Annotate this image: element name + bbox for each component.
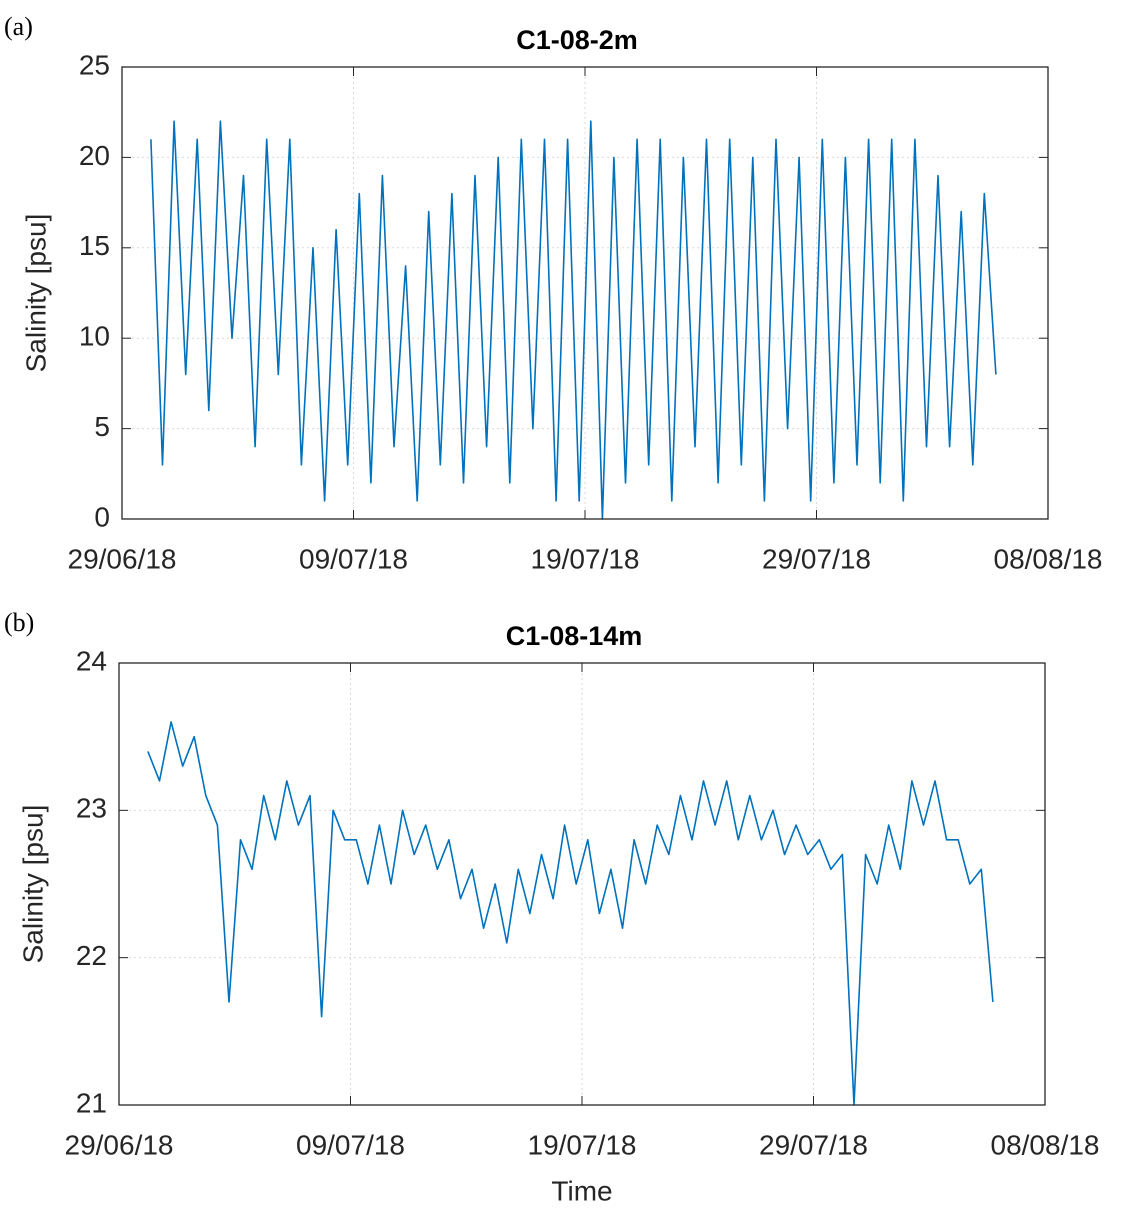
y-tick-label: 24 bbox=[76, 645, 107, 676]
x-tick-label: 19/07/18 bbox=[528, 1129, 637, 1160]
salinity-line bbox=[150, 120, 997, 520]
axes-box bbox=[121, 66, 1049, 520]
x-tick-label: 29/07/18 bbox=[759, 1129, 868, 1160]
y-tick-label: 5 bbox=[94, 411, 110, 442]
salinity-line bbox=[147, 721, 994, 1106]
axes-box bbox=[118, 662, 1046, 1106]
panel-label: (b) bbox=[4, 608, 34, 637]
y-axis-label: Salinity [psu] bbox=[17, 805, 48, 964]
chart-title: C1-08-2m bbox=[516, 25, 638, 55]
x-tick-label: 09/07/18 bbox=[296, 1129, 405, 1160]
y-tick-label: 20 bbox=[79, 140, 110, 171]
panel-label: (a) bbox=[4, 12, 33, 41]
x-tick-label: 29/07/18 bbox=[762, 543, 871, 574]
x-tick-label: 19/07/18 bbox=[531, 543, 640, 574]
x-tick-label: 08/08/18 bbox=[991, 1129, 1100, 1160]
y-tick-label: 10 bbox=[79, 321, 110, 352]
x-tick-label: 29/06/18 bbox=[65, 1129, 174, 1160]
y-axis-label: Salinity [psu] bbox=[20, 214, 51, 373]
x-tick-label: 09/07/18 bbox=[299, 543, 408, 574]
y-tick-label: 21 bbox=[76, 1087, 107, 1118]
y-tick-label: 15 bbox=[79, 230, 110, 261]
chart-title: C1-08-14m bbox=[506, 621, 643, 651]
x-tick-label: 08/08/18 bbox=[994, 543, 1103, 574]
y-tick-label: 25 bbox=[79, 49, 110, 80]
x-tick-label: 29/06/18 bbox=[68, 543, 177, 574]
y-tick-label: 0 bbox=[94, 501, 110, 532]
x-axis-label: Time bbox=[551, 1175, 612, 1206]
y-tick-label: 23 bbox=[76, 793, 107, 824]
y-tick-label: 22 bbox=[76, 940, 107, 971]
